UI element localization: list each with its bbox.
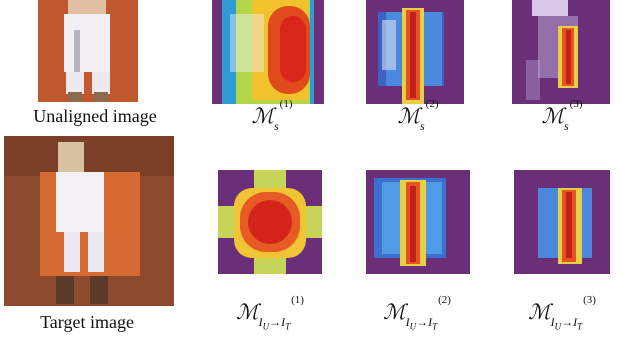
mt2-label: ℳIU→IT(2): [383, 294, 451, 332]
ms1-label: ℳs(1): [251, 98, 293, 134]
mt1-label: ℳIU→IT(1): [236, 294, 304, 332]
heatmap-ms3: [512, 0, 610, 104]
unaligned-caption: Unaligned image: [33, 106, 157, 126]
target-caption: Target image: [40, 312, 134, 332]
heatmap-ms2: [366, 0, 464, 104]
heatmap-mt1: [218, 170, 322, 274]
ms3-label: ℳs(3): [541, 98, 583, 134]
heatmap-mt2: [366, 170, 470, 274]
ms2-label: ℳs(2): [397, 98, 439, 134]
unaligned-image: [38, 0, 138, 102]
target-image: [4, 136, 174, 306]
mt3-label: ℳIU→IT(3): [528, 294, 596, 332]
heatmap-ms1: [212, 0, 324, 104]
heatmap-mt3: [514, 170, 610, 274]
